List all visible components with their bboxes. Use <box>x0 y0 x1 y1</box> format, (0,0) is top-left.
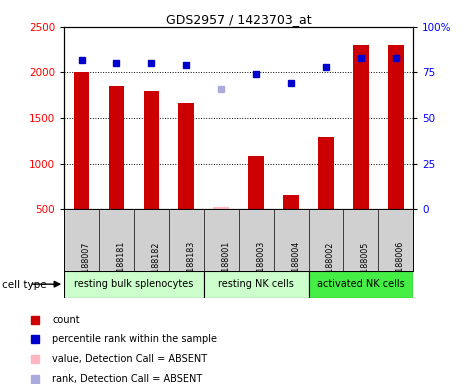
Bar <box>213 207 229 209</box>
Bar <box>353 45 369 209</box>
Bar <box>388 45 404 209</box>
Text: cell type: cell type <box>2 280 47 290</box>
Bar <box>179 103 194 209</box>
Bar <box>109 86 124 209</box>
Bar <box>318 137 334 209</box>
Text: GSM188002: GSM188002 <box>326 241 335 290</box>
Bar <box>74 73 89 209</box>
Bar <box>283 195 299 209</box>
Text: value, Detection Call = ABSENT: value, Detection Call = ABSENT <box>52 354 207 364</box>
Bar <box>204 271 309 298</box>
Bar <box>309 271 413 298</box>
Text: GSM188182: GSM188182 <box>152 241 161 290</box>
Text: GSM188006: GSM188006 <box>396 241 405 290</box>
Text: GSM188005: GSM188005 <box>361 241 370 290</box>
Text: resting NK cells: resting NK cells <box>218 279 294 289</box>
Text: activated NK cells: activated NK cells <box>317 279 405 289</box>
Bar <box>64 271 204 298</box>
Text: rank, Detection Call = ABSENT: rank, Detection Call = ABSENT <box>52 374 202 384</box>
Bar <box>248 156 264 209</box>
Text: GSM188003: GSM188003 <box>256 241 265 290</box>
Text: GSM188181: GSM188181 <box>116 241 125 290</box>
Text: GSM188007: GSM188007 <box>82 241 91 290</box>
Text: resting bulk splenocytes: resting bulk splenocytes <box>74 279 194 289</box>
Title: GDS2957 / 1423703_at: GDS2957 / 1423703_at <box>166 13 312 26</box>
Bar <box>143 91 159 209</box>
Text: percentile rank within the sample: percentile rank within the sample <box>52 334 217 344</box>
Text: count: count <box>52 314 80 324</box>
Text: GSM188183: GSM188183 <box>186 241 195 290</box>
Text: GSM188004: GSM188004 <box>291 241 300 290</box>
Text: GSM188001: GSM188001 <box>221 241 230 290</box>
